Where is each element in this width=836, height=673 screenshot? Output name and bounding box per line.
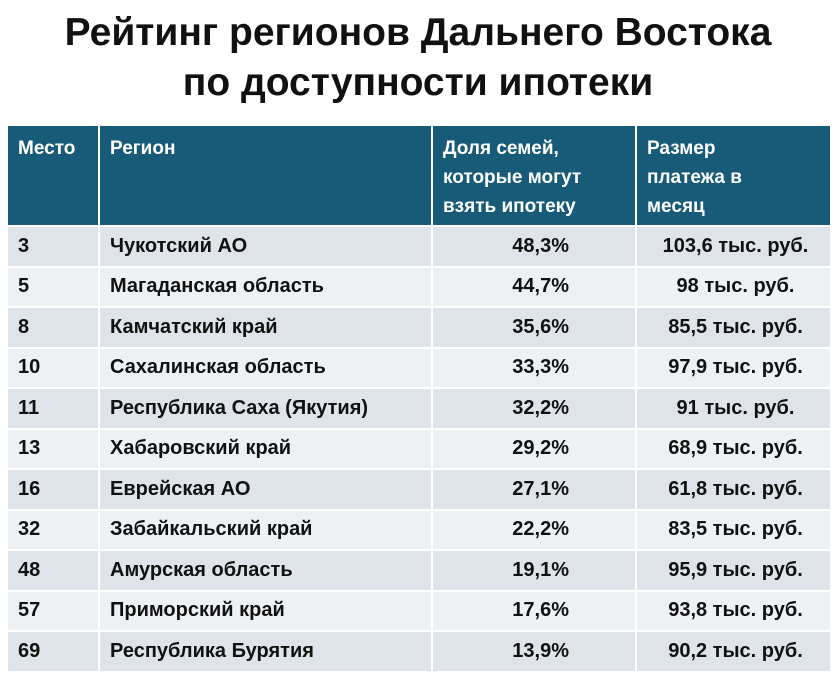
table-cell: 98 тыс. руб. [637, 267, 832, 308]
table-cell: 91 тыс. руб. [637, 389, 832, 430]
table-cell: Еврейская АО [100, 470, 433, 511]
table-cell: 11 [8, 389, 100, 430]
header-line: платежа в [647, 167, 742, 188]
table-cell: 95,9 тыс. руб. [637, 551, 832, 592]
table-cell: 13,9% [433, 632, 637, 673]
table-cell: 35,6% [433, 308, 637, 349]
table-cell: 97,9 тыс. руб. [637, 348, 832, 389]
table-cell: 69 [8, 632, 100, 673]
header-line: Доля семей, [443, 138, 559, 159]
table-cell: Камчатский край [100, 308, 433, 349]
table-cell: 13 [8, 429, 100, 470]
table-cell: 61,8 тыс. руб. [637, 470, 832, 511]
table-cell: Республика Бурятия [100, 632, 433, 673]
table-cell: Хабаровский край [100, 429, 433, 470]
table-cell: 32 [8, 510, 100, 551]
table-cell: 27,1% [433, 470, 637, 511]
header-line: месяц [647, 196, 705, 217]
table-cell: 57 [8, 591, 100, 632]
table-cell: 32,2% [433, 389, 637, 430]
table-cell: 44,7% [433, 267, 637, 308]
column-header: Доля семей, которые могут взять ипотеку [433, 126, 637, 227]
table-cell: 10 [8, 348, 100, 389]
column-header: Регион [100, 126, 433, 227]
table-cell: 103,6 тыс. руб. [637, 227, 832, 268]
table-cell: 68,9 тыс. руб. [637, 429, 832, 470]
header-line: Место [18, 138, 76, 159]
title-line: Рейтинг регионов Дальнего Востока [64, 11, 772, 54]
header-line: Размер [647, 138, 716, 159]
table-cell: 48 [8, 551, 100, 592]
header-line: взять ипотеку [443, 196, 576, 217]
table: Место Регион Доля семей, которые могут взять… [8, 126, 832, 673]
table-cell: Сахалинская область [100, 348, 433, 389]
table-cell: 19,1% [433, 551, 637, 592]
table-cell: 3 [8, 227, 100, 268]
table-cell: 90,2 тыс. руб. [637, 632, 832, 673]
table-cell: 22,2% [433, 510, 637, 551]
header-line: Регион [110, 138, 176, 159]
table-cell: 85,5 тыс. руб. [637, 308, 832, 349]
title-line: по доступности ипотеки [182, 61, 654, 104]
table-cell: 33,3% [433, 348, 637, 389]
table-cell: 29,2% [433, 429, 637, 470]
table-cell: Приморский край [100, 591, 433, 632]
header-line: которые могут [443, 167, 582, 188]
table-cell: Забайкальский край [100, 510, 433, 551]
table-cell: 17,6% [433, 591, 637, 632]
table-cell: 48,3% [433, 227, 637, 268]
table-cell: 8 [8, 308, 100, 349]
title: Рейтинг регионов Дальнего Востока по дост… [0, 8, 836, 108]
table-cell: Амурская область [100, 551, 433, 592]
table-cell: 93,8 тыс. руб. [637, 591, 832, 632]
table-cell: 5 [8, 267, 100, 308]
column-header: Место [8, 126, 100, 227]
table-cell: Чукотский АО [100, 227, 433, 268]
table-cell: 83,5 тыс. руб. [637, 510, 832, 551]
table-cell: Магаданская область [100, 267, 433, 308]
table-cell: 16 [8, 470, 100, 511]
table-cell: Республика Саха (Якутия) [100, 389, 433, 430]
column-header: Размер платежа в месяц [637, 126, 832, 227]
